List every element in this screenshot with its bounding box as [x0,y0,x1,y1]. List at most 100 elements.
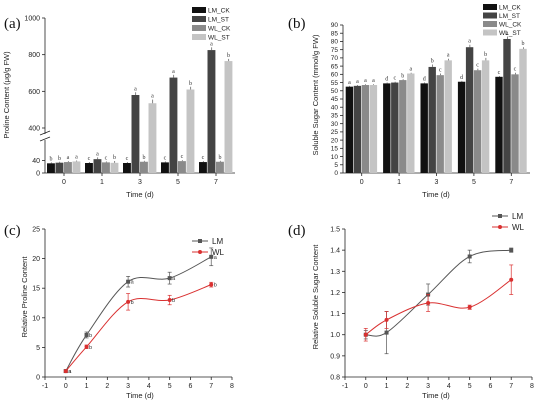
panel-b-significance-letter: b [522,41,525,47]
panel-a-x-tick-label: 7 [214,179,218,186]
panel-d-point-wl [426,301,431,305]
panel-b-y-tick-label: 60 [331,72,339,79]
panel-c-point-lm [126,279,131,284]
panel-c-x-tick-label: 4 [147,383,151,390]
panel-a-legend-swatch [192,16,206,22]
panel-b-x-tick-label: 0 [360,179,364,186]
panel-c-point-lm [167,276,172,281]
panel-b-bar-lm_ck [383,83,391,173]
panel-d-relative-sugar-line-chart: (d) Relative Soluble Sugar Content Time … [288,212,534,400]
panel-b-bar-lm_ck [345,86,354,173]
panel-b-y-tick-label: 20 [331,137,339,144]
panel-b-y-tick-label: 90 [331,22,339,29]
panel-b-bar-wl_st [481,60,490,173]
panel-c-point-wl [167,298,172,303]
panel-b-y-tick-label: 45 [331,96,339,103]
panel-b-significance-letter: c [393,76,396,82]
panel-b-ylabel: Soluble Sugar Content (mmol/g FW) [311,34,320,155]
panel-a-legend-swatch [192,7,206,13]
panel-b-legend-swatch [483,29,497,36]
panel-d-legend-marker [498,214,502,218]
panel-c-point-label: a [131,280,135,286]
panel-b-bar-lm_st [503,38,511,173]
panel-a-significance-letter: a [96,151,99,157]
panel-c-x-tick-label: 3 [126,383,130,390]
panel-a-bar-wl_ck [178,161,186,173]
panel-c-y-tick-label: 20 [32,256,40,263]
panel-c-legend-marker [198,239,202,243]
panel-a-bar-lm_ck [199,162,207,173]
panel-d-x-tick-label: 1 [385,383,389,390]
panel-a-bar-lm_ck [161,162,169,173]
panel-a-bar-wl_st [186,89,195,173]
panel-d-point-wl [384,317,389,322]
panel-a-significance-letter: b [58,156,61,162]
panel-a-legend-swatch [192,34,206,40]
panel-c-letter: (c) [4,223,21,239]
panel-c-point-label: b [131,300,134,306]
panel-b-y-tick-label: 5 [334,162,338,169]
panel-d-y-tick-label: 1.5 [330,227,340,234]
panel-d-ylabel: Relative Soluble Sugar Content [311,244,320,350]
panel-a-significance-letter: a [75,155,78,161]
panel-c-point-wl [209,282,214,287]
panel-a-y-tick-label: 400 [28,126,40,133]
panel-a-bar-lm_ck [85,163,93,173]
panel-b-bar-wl_st [407,73,415,173]
panel-c-point-wl [126,299,131,304]
panel-d-x-tick-label: 4 [447,383,451,390]
panel-d-point-wl [363,332,368,337]
panel-b-bar-wl_ck [361,85,370,173]
panel-b-significance-letter: a [372,78,375,84]
panel-c-xlabel: Time (d) [126,391,154,400]
panel-c-x-tick-label: 5 [168,383,172,390]
panel-b-legend-label: LM_ST [499,13,520,20]
panel-c-x-tick-label: 6 [188,383,192,390]
panel-a-bar-lm_st [131,95,140,173]
panel-d-x-tick-label: 3 [426,383,430,390]
panel-a-legend-label: LM_ST [208,17,229,24]
panel-d-y-tick-label: 1.2 [330,290,340,297]
panel-a-bar-wl_st [148,103,157,173]
panel-a-significance-letter: c [88,156,91,162]
panel-b-y-tick-label: 15 [331,146,339,153]
panel-b-y-tick-label: 70 [331,55,339,62]
panel-c-y-tick-label: 0 [36,375,40,382]
panel-c-y-tick-label: 25 [32,227,40,234]
panel-a-bar-lm_st [55,162,64,173]
panel-a-x-tick-label: 3 [138,179,142,186]
panel-a-significance-letter: a [151,94,154,100]
panel-c-ylabel: Relative Proline Content [20,256,29,338]
panel-b-soluble-sugar-bar-chart: (b) Soluble Sugar Content (mmol/g FW) Ti… [288,4,530,199]
panel-d-y-tick-label: 1.1 [330,311,340,318]
panel-b-y-tick-label: 50 [331,88,339,95]
panel-c-point-wl [84,344,89,349]
panel-c-point-wl [63,369,68,374]
panel-b-bar-lm_ck [420,83,428,173]
panel-b-significance-letter: b [484,52,487,58]
panel-b-bar-lm_st [391,82,399,173]
panel-a-bar-lm_st [207,50,216,174]
panel-d-y-tick-label: 1.4 [330,248,340,255]
panel-b-significance-letter: a [348,80,351,86]
panel-b-y-tick-label: 75 [331,47,339,54]
panel-a-axis-break-mark [39,136,51,142]
panel-c-point-label: a [214,255,218,261]
panel-b-y-tick-label: 85 [331,30,339,37]
panel-b-y-tick-label: 30 [331,121,339,128]
panel-a-legend-label: LM_CK [208,8,230,15]
panel-b-x-tick-label: 1 [397,179,401,186]
panel-d-point-lm [384,330,389,335]
panel-d-x-tick-label: 8 [530,383,534,390]
panel-c-point-lm [209,254,214,259]
panel-b-bar-lm_st [428,66,436,173]
panel-b-significance-letter: d [423,77,426,83]
panel-b-significance-letter: a [506,31,509,37]
panel-d-point-wl [509,277,514,282]
panel-b-xlabel: Time (d) [422,190,450,199]
panel-a-axis-break-mark [39,130,51,136]
panel-d-y-tick-label: 0.9 [330,353,340,360]
panel-a-bar-lm_st [169,77,178,173]
panel-b-bar-lm_st [465,47,474,174]
